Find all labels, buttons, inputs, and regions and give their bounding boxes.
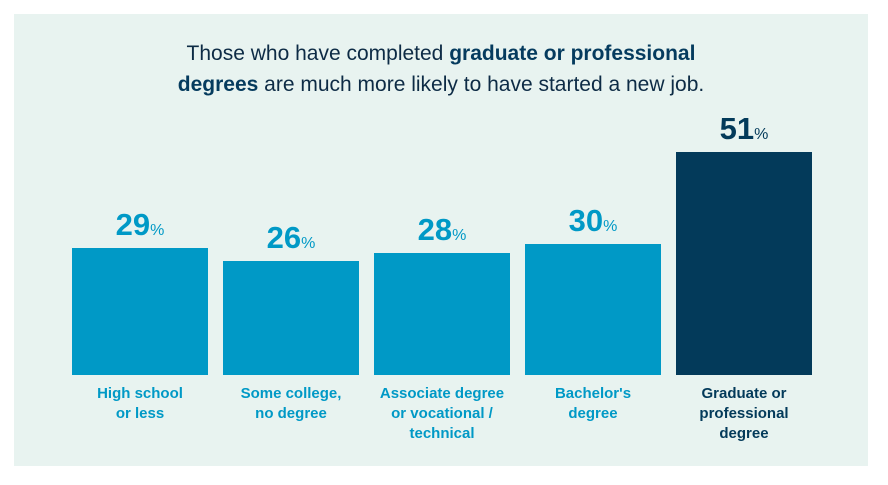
x-tick-label: Graduate or professional degree xyxy=(699,385,789,442)
value-label: 28% xyxy=(417,211,467,247)
bar xyxy=(525,243,661,375)
title-part: are much more likely to have started a n… xyxy=(264,73,705,96)
value-label: 51% xyxy=(719,110,769,146)
value-label: 26% xyxy=(266,220,316,256)
x-tick-label: Some college, no degree xyxy=(240,385,342,422)
x-tick-label: High school or less xyxy=(97,385,183,422)
value-label: 29% xyxy=(115,207,165,243)
value-label: 30% xyxy=(568,202,618,238)
title-part: Those who have completed xyxy=(186,42,444,65)
x-tick-label: Bachelor's degree xyxy=(554,385,632,422)
chart-title: Those who have completed graduate or pro… xyxy=(154,38,728,100)
bar xyxy=(72,248,208,375)
title-emphasis: graduate or professional degrees xyxy=(177,42,696,96)
chart-panel: Those who have completed graduate or pro… xyxy=(14,14,868,466)
bar xyxy=(374,252,510,375)
x-tick-label: Associate degree or vocational / technic… xyxy=(379,385,505,442)
bar xyxy=(676,151,812,375)
bar xyxy=(223,261,359,375)
